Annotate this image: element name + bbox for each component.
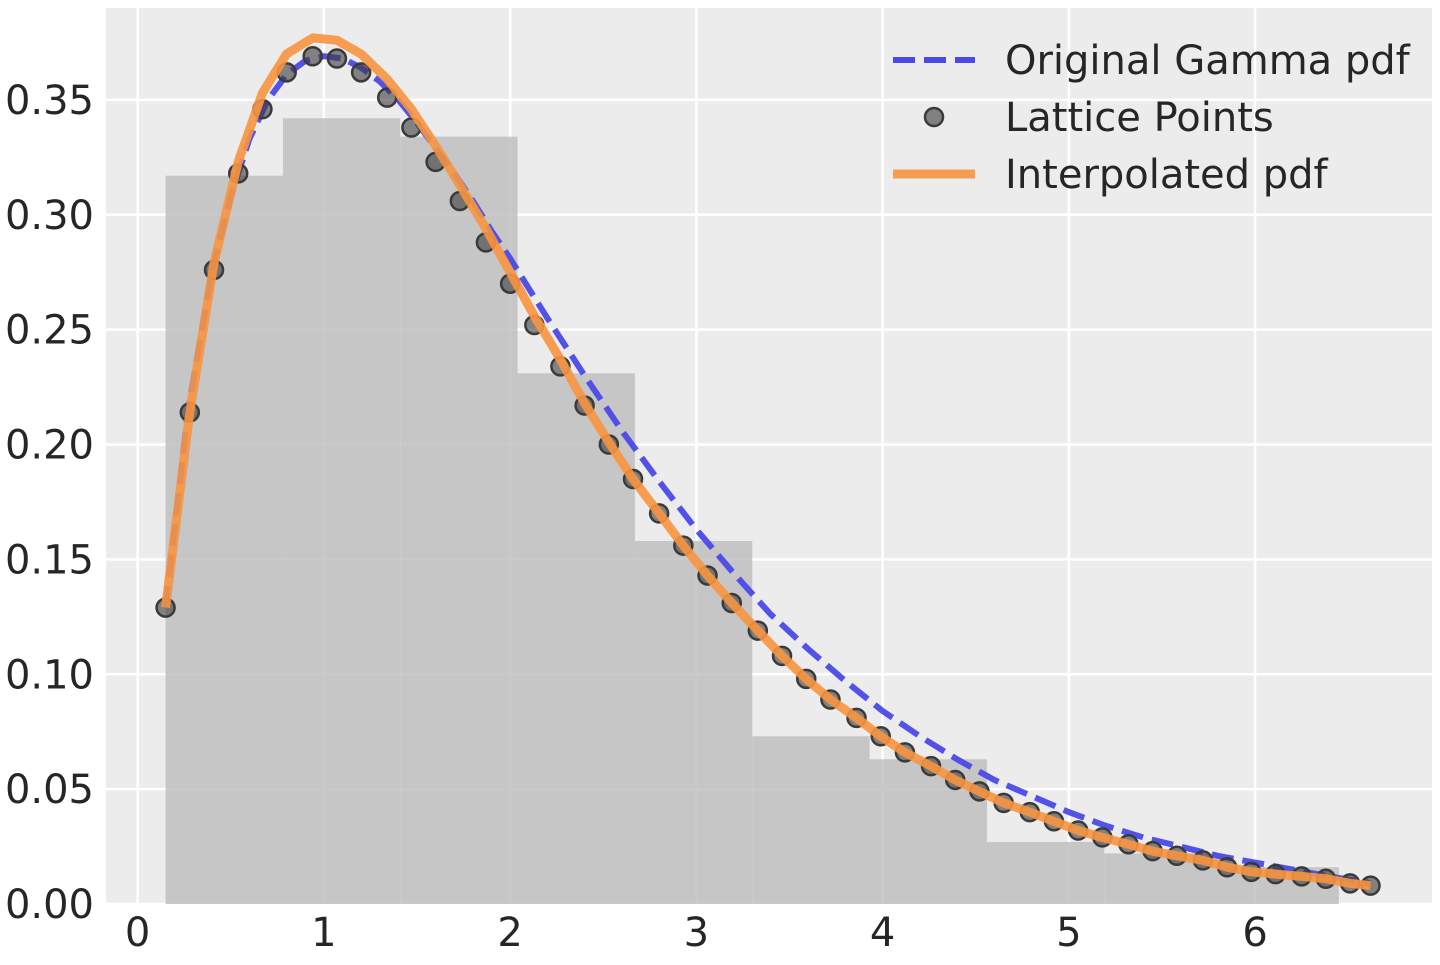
legend-swatch-lattice-points (923, 106, 945, 128)
x-tick-label: 0 (125, 910, 150, 956)
lattice-point (326, 48, 348, 69)
x-tick-label: 3 (684, 910, 709, 956)
histogram-bar (869, 759, 987, 904)
y-axis-tick-labels: 0.00 0.05 0.10 0.15 0.20 0.25 0.30 0.35 (5, 78, 94, 928)
series-line-interpolated-pdf (161, 33, 1372, 891)
x-axis-tick-labels: 0 1 2 3 4 5 6 (125, 910, 1268, 956)
data-series (155, 33, 1381, 896)
y-tick-label: 0.35 (5, 78, 94, 124)
y-tick-label: 0.30 (5, 193, 94, 239)
histogram-bar (752, 736, 870, 904)
y-tick-label: 0.00 (5, 882, 94, 928)
x-tick-label: 4 (870, 910, 895, 956)
histogram-bar (400, 136, 518, 905)
legend-label: Original Gamma pdf (1005, 38, 1411, 84)
legend-label: Interpolated pdf (1005, 152, 1329, 198)
y-tick-label: 0.25 (5, 308, 94, 354)
histogram-bar (282, 118, 401, 905)
lattice-point (350, 62, 372, 83)
legend: Original Gamma pdf Lattice Points Interpol… (893, 38, 1411, 198)
histogram-bar (517, 373, 635, 904)
x-tick-label: 2 (497, 910, 522, 956)
y-tick-label: 0.10 (5, 652, 94, 698)
y-tick-label: 0.15 (5, 537, 94, 583)
legend-label: Lattice Points (1005, 95, 1274, 141)
series-line-original-gamma-pdf (162, 53, 1371, 887)
x-tick-label: 1 (311, 910, 336, 956)
x-tick-label: 6 (1242, 910, 1267, 956)
histogram-bars (165, 118, 1339, 905)
lattice-point (376, 87, 398, 108)
lattice-point (302, 45, 323, 67)
y-tick-label: 0.05 (5, 767, 94, 813)
y-tick-label: 0.20 (5, 423, 94, 469)
histogram-bar (165, 175, 283, 904)
x-tick-label: 5 (1056, 910, 1081, 956)
histogram-bar (986, 841, 1105, 904)
